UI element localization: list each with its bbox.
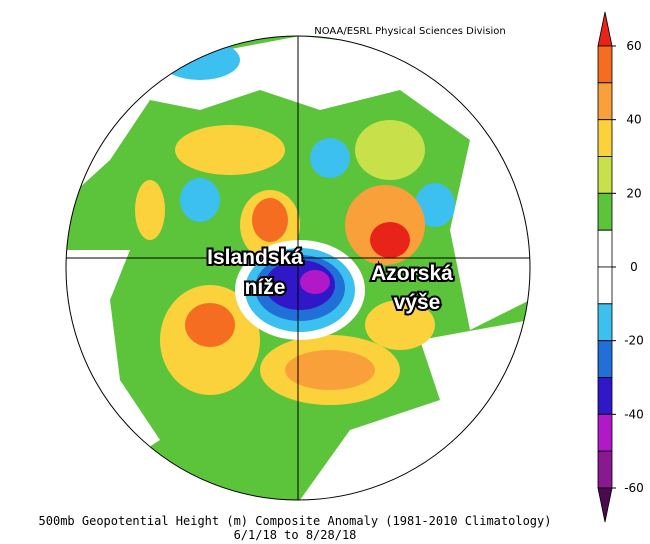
colorbar-tick-label: 60 — [626, 39, 641, 53]
colorbar-swatch — [597, 303, 613, 342]
colorbar-swatch — [597, 192, 613, 231]
caption: 500mb Geopotential Height (m) Composite … — [39, 514, 552, 528]
colorbar-tick-label: -40 — [624, 407, 644, 421]
colorbar: 60 40 20 0 -20 -40 -60 — [597, 11, 644, 523]
annotation: výše — [394, 291, 441, 314]
credit: NOAA/ESRL Physical Sciences Division — [314, 26, 506, 37]
colorbar-swatch — [597, 119, 613, 157]
annotation: Azorská — [371, 262, 453, 285]
colorbar-swatch — [597, 340, 613, 378]
colorbar-swatch — [597, 413, 613, 452]
colorbar-swatch — [597, 11, 613, 47]
colorbar-swatch — [597, 82, 613, 121]
colorbar-tick-label: -60 — [624, 481, 644, 495]
annotation: Islandská — [207, 246, 303, 269]
colorbar-swatch — [597, 487, 613, 523]
colorbar-swatch — [597, 156, 613, 194]
colorbar-swatch — [597, 377, 613, 415]
caption: 6/1/18 to 8/28/18 — [234, 528, 357, 542]
colorbar-swatch — [597, 229, 613, 268]
colorbar-tick-label: -20 — [624, 334, 644, 348]
colorbar-tick-label: 0 — [630, 260, 638, 274]
colorbar-tick-label: 40 — [626, 113, 641, 127]
colorbar-swatch — [597, 450, 613, 489]
map-border — [65, 35, 531, 501]
colorbar-swatch — [597, 45, 613, 84]
annotation: níže — [245, 276, 286, 299]
colorbar-swatch — [597, 266, 613, 305]
colorbar-tick-label: 20 — [626, 186, 641, 200]
